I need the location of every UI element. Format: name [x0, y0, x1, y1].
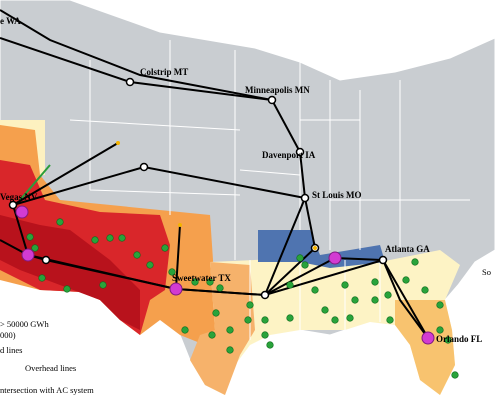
green-dot	[246, 301, 254, 309]
green-dot	[296, 254, 304, 262]
green-dot	[212, 309, 220, 317]
green-line	[19, 164, 51, 201]
green-dot	[63, 285, 71, 293]
green-dot	[321, 306, 329, 314]
city-label: Vegas NV	[0, 192, 38, 202]
edge-text: So	[482, 267, 491, 277]
green-dot	[341, 281, 349, 289]
green-dot	[206, 278, 214, 286]
yellow-dot	[116, 141, 120, 145]
city-label: e WA	[0, 16, 21, 26]
region-florida	[395, 300, 455, 395]
node	[300, 193, 310, 203]
city-label: St Louis MO	[312, 190, 362, 200]
green-dot	[191, 278, 199, 286]
legend-text: d lines	[0, 345, 22, 355]
hub	[15, 205, 29, 219]
yellow-dot	[313, 246, 317, 250]
legend-text: 000)	[0, 330, 16, 340]
state-borders	[69, 40, 470, 340]
green-dot	[266, 341, 274, 349]
node	[267, 95, 277, 105]
green-dot	[244, 316, 252, 324]
green-dot	[301, 261, 309, 269]
route	[0, 37, 317, 297]
node	[8, 200, 18, 210]
city-label: Colstrip MT	[140, 67, 188, 77]
city-label: Davenport IA	[262, 150, 316, 160]
green-dot	[402, 276, 410, 284]
route	[382, 259, 429, 339]
node	[139, 162, 149, 172]
green-dot	[31, 244, 39, 252]
hub	[21, 248, 35, 262]
green-dot	[371, 278, 379, 286]
yellow-dot	[178, 223, 182, 227]
node	[295, 147, 305, 157]
green-dot	[181, 326, 189, 334]
green-dot	[384, 291, 392, 299]
hub	[328, 251, 342, 265]
city-label: Orlando FL	[436, 334, 482, 344]
legend-text: ntersection with AC system	[0, 385, 94, 395]
green-dot	[226, 346, 234, 354]
city-label: Atlanta GA	[385, 244, 430, 254]
green-dot	[411, 258, 419, 266]
green-dot	[216, 284, 224, 292]
green-dot	[91, 236, 99, 244]
hub	[169, 282, 183, 296]
green-dot	[386, 316, 394, 324]
green-dot	[444, 336, 452, 344]
green-dot	[118, 234, 126, 242]
route	[0, 9, 273, 101]
region-darkred	[0, 215, 140, 330]
green-dot	[133, 251, 141, 259]
hub	[421, 331, 435, 345]
route	[12, 165, 307, 296]
green-dot	[331, 316, 339, 324]
green-dot	[311, 286, 319, 294]
green-dot	[106, 234, 114, 242]
green-dot	[421, 286, 429, 294]
city-label: Minneapolis MN	[245, 85, 310, 95]
green-dot	[351, 296, 359, 304]
green-dot	[26, 233, 34, 241]
node	[125, 77, 135, 87]
green-dot	[451, 371, 459, 379]
legend-text: > 50000 GWh	[0, 319, 49, 329]
node	[378, 255, 388, 265]
route	[175, 224, 181, 290]
green-dot	[436, 301, 444, 309]
green-dot	[56, 218, 64, 226]
green-dot	[38, 274, 46, 282]
legend-text: Overhead lines	[25, 363, 76, 373]
green-dot	[208, 331, 216, 339]
green-dot	[161, 244, 169, 252]
green-dot	[371, 296, 379, 304]
dots	[8, 77, 459, 379]
green-dot	[261, 331, 269, 339]
route	[12, 142, 119, 206]
region-southeast	[190, 250, 460, 395]
node	[41, 255, 51, 265]
green-dot	[346, 314, 354, 322]
routes	[0, 9, 429, 339]
green-dot	[261, 316, 269, 324]
region-texas-orange	[190, 262, 255, 395]
green-dot	[286, 314, 294, 322]
city-label: Sweetwater TX	[172, 273, 231, 283]
green-dot	[226, 326, 234, 334]
green-dot	[286, 281, 294, 289]
green-dot	[99, 281, 107, 289]
green-dot	[146, 261, 154, 269]
green-dot	[436, 326, 444, 334]
node	[260, 290, 270, 300]
green-dot	[168, 268, 176, 276]
